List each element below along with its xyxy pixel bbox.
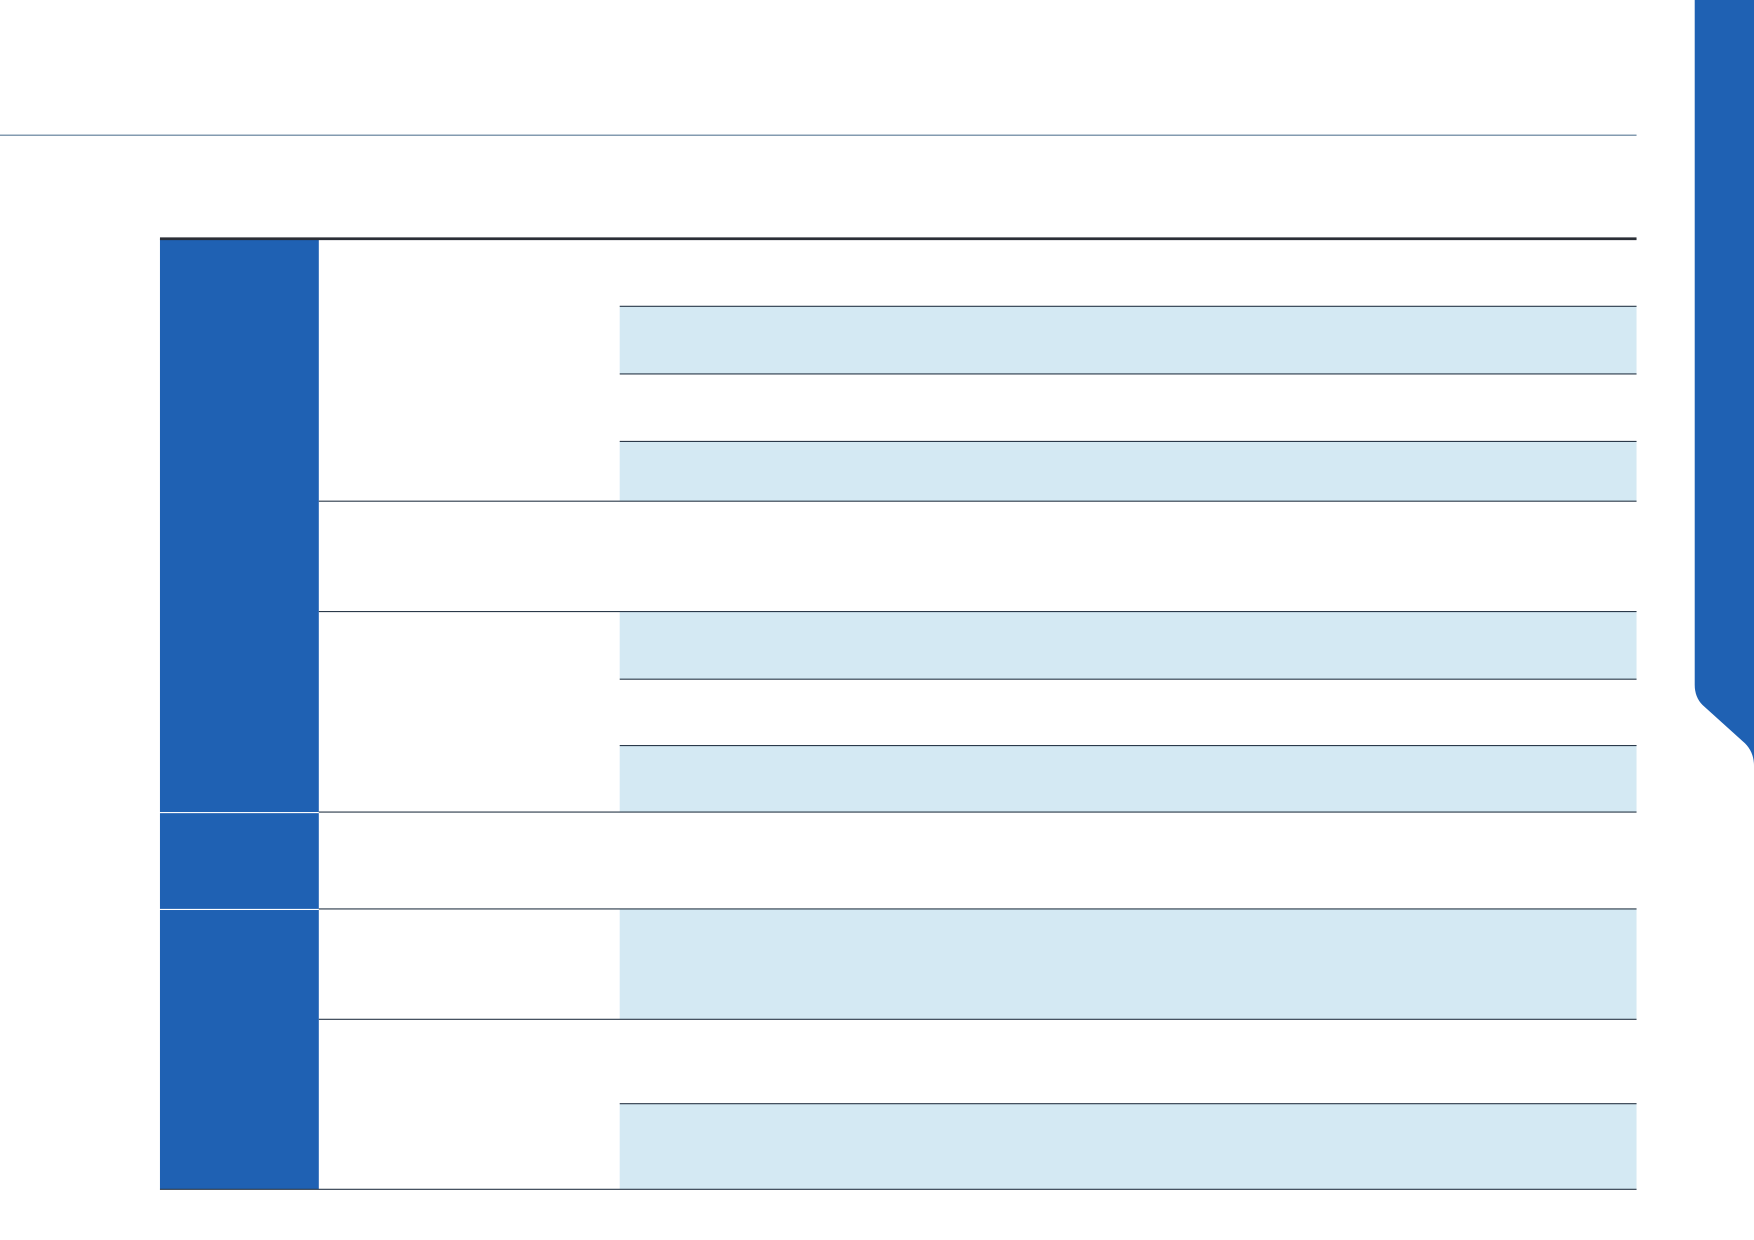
section-cell: [159, 238, 319, 813]
shaded-row: [619, 1103, 1637, 1190]
shaded-row: [619, 745, 1637, 813]
side-tab: [1694, 0, 1754, 766]
shaded-row: [619, 611, 1637, 680]
shaded-row: [619, 908, 1637, 1020]
section-cell: [159, 813, 319, 909]
shaded-row: [619, 306, 1637, 374]
table: [159, 237, 1637, 1190]
section-cell: [159, 910, 319, 1190]
shaded-row: [619, 441, 1637, 502]
